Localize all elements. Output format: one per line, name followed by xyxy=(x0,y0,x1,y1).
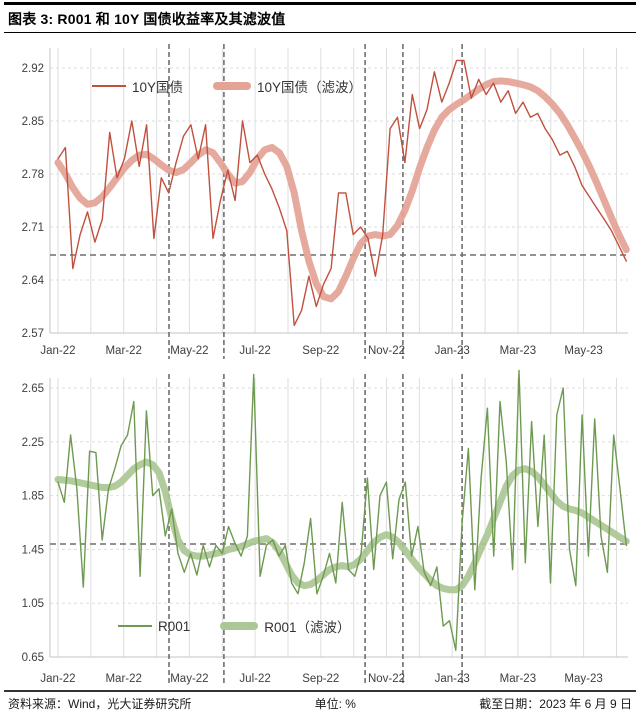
svg-text:Nov-22: Nov-22 xyxy=(368,673,405,685)
svg-text:1.05: 1.05 xyxy=(22,598,44,610)
title-divider xyxy=(4,32,636,33)
svg-text:1.85: 1.85 xyxy=(22,491,44,503)
legend-item-r001-filtered: R001（滤波） xyxy=(220,616,351,636)
legend-label-r001-filtered: R001（滤波） xyxy=(264,620,351,635)
legend-label-r001-raw: R001 xyxy=(158,618,191,634)
svg-text:Sep-22: Sep-22 xyxy=(302,673,339,685)
footer-unit: 单位: % xyxy=(314,697,356,711)
svg-text:May-22: May-22 xyxy=(170,345,208,357)
footer-divider xyxy=(4,690,636,692)
legend-item-10y-raw: 10Y国债 xyxy=(92,76,183,96)
svg-text:Mar-23: Mar-23 xyxy=(500,673,536,685)
svg-text:Mar-22: Mar-22 xyxy=(105,345,141,357)
chart-10y-treasury: 2.92 2.85 2.78 2.71 2.64 2.57 Jan-22 Mar-22 May-… xyxy=(0,36,640,366)
page-title: 图表 3: R001 和 10Y 国债收益率及其滤波值 xyxy=(8,11,286,27)
line-swatch-10y-filtered xyxy=(213,82,252,90)
svg-text:2.65: 2.65 xyxy=(22,383,44,395)
svg-text:Jul-22: Jul-22 xyxy=(239,673,270,685)
svg-text:Jan-22: Jan-22 xyxy=(40,345,75,357)
svg-text:2.71: 2.71 xyxy=(22,222,44,234)
legend-10y: 10Y国债 10Y国债（滤波） xyxy=(92,76,362,96)
footer-source: 资料来源：Wind，光大证券研究所 xyxy=(8,697,192,711)
legend-item-10y-filtered: 10Y国债（滤波） xyxy=(213,76,362,96)
chart-10y-svg: 2.92 2.85 2.78 2.71 2.64 2.57 Jan-22 Mar-22 May-… xyxy=(22,44,630,359)
svg-text:May-22: May-22 xyxy=(170,673,208,685)
legend-item-r001-raw: R001 xyxy=(118,619,190,634)
svg-text:May-23: May-23 xyxy=(564,345,602,357)
svg-text:Jul-22: Jul-22 xyxy=(239,345,270,357)
svg-text:2.64: 2.64 xyxy=(22,275,45,287)
svg-text:1.45: 1.45 xyxy=(22,544,44,556)
svg-text:2.25: 2.25 xyxy=(22,437,44,449)
chart-r001: 2.65 2.25 1.85 1.45 1.05 0.65 Jan-22 Mar-22 May-… xyxy=(0,366,640,690)
line-swatch-r001-filtered xyxy=(220,622,259,630)
legend-label-10y-raw: 10Y国债 xyxy=(132,80,184,95)
legend-label-10y-filtered: 10Y国债（滤波） xyxy=(257,80,363,95)
legend-r001: R001 R001（滤波） xyxy=(118,616,351,636)
svg-text:0.65: 0.65 xyxy=(22,652,44,664)
footer-asof-date: 截至日期：2023 年 6 月 9 日 xyxy=(479,697,632,711)
svg-text:Jan-22: Jan-22 xyxy=(40,673,75,685)
svg-text:2.78: 2.78 xyxy=(22,169,44,181)
footer: 资料来源：Wind，光大证券研究所 单位: % 截至日期：2023 年 6 月 … xyxy=(8,695,632,712)
svg-text:Jan-23: Jan-23 xyxy=(435,673,470,685)
svg-text:2.57: 2.57 xyxy=(22,328,44,340)
line-swatch-r001-raw xyxy=(118,625,152,627)
svg-text:2.92: 2.92 xyxy=(22,63,44,75)
svg-text:Mar-22: Mar-22 xyxy=(105,673,141,685)
svg-text:Jan-23: Jan-23 xyxy=(435,345,470,357)
svg-text:Mar-23: Mar-23 xyxy=(500,345,536,357)
top-divider xyxy=(4,2,636,5)
svg-text:Nov-22: Nov-22 xyxy=(368,345,405,357)
svg-text:Sep-22: Sep-22 xyxy=(302,345,339,357)
svg-text:2.85: 2.85 xyxy=(22,116,44,128)
svg-text:May-23: May-23 xyxy=(564,673,602,685)
chart-r001-svg: 2.65 2.25 1.85 1.45 1.05 0.65 Jan-22 Mar-22 May-… xyxy=(22,369,630,685)
line-swatch-10y-raw xyxy=(92,85,126,87)
